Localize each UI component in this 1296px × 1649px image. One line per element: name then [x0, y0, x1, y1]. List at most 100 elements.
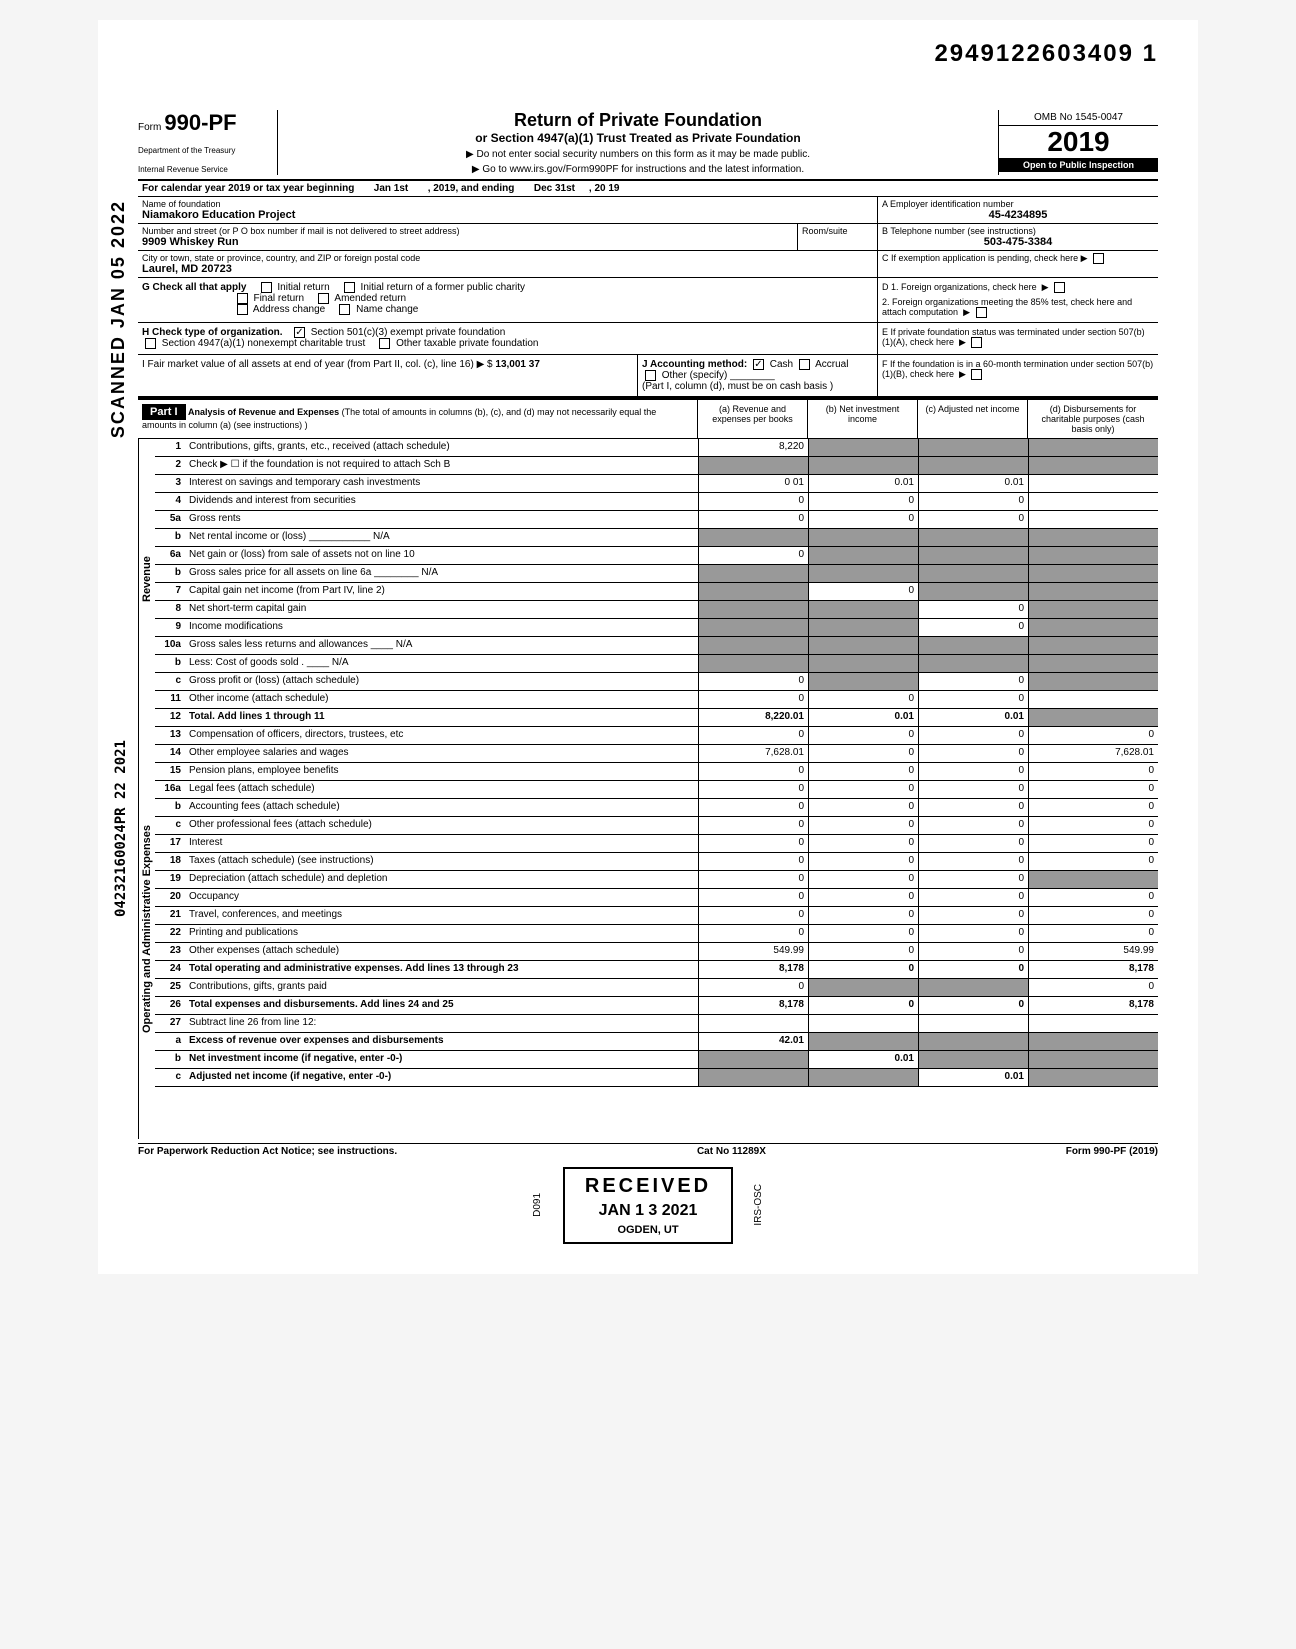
d2-checkbox[interactable]	[976, 307, 987, 318]
street-address: 9909 Whiskey Run	[142, 236, 793, 248]
name-change-checkbox[interactable]	[339, 304, 350, 315]
addr-change-checkbox[interactable]	[237, 304, 248, 315]
cell-c: 0	[918, 619, 1028, 636]
cell-b	[808, 457, 918, 474]
cell-a: 0	[698, 547, 808, 564]
cell-c	[918, 637, 1028, 654]
cell-c	[918, 979, 1028, 996]
amended-return: Amended return	[334, 293, 406, 304]
line-description: Net gain or (loss) from sale of assets n…	[185, 547, 698, 564]
cell-c: 0	[918, 817, 1028, 834]
cell-d: 0	[1028, 853, 1158, 870]
e-checkbox[interactable]	[971, 337, 982, 348]
cell-b	[808, 547, 918, 564]
line-description: Depreciation (attach schedule) and deple…	[185, 871, 698, 888]
cell-b: 0	[808, 943, 918, 960]
cell-a: 7,628.01	[698, 745, 808, 762]
cell-c: 0	[918, 961, 1028, 978]
main-title: Return of Private Foundation	[288, 110, 988, 131]
c-label: C If exemption application is pending, c…	[882, 253, 1088, 263]
line-number: 3	[155, 475, 185, 492]
form-number: 990-PF	[164, 110, 236, 135]
line-description: Other expenses (attach schedule)	[185, 943, 698, 960]
cell-c: 0	[918, 493, 1028, 510]
table-row: bNet investment income (if negative, ent…	[155, 1051, 1158, 1069]
cell-c	[918, 565, 1028, 582]
line-number: 1	[155, 439, 185, 456]
line-description: Adjusted net income (if negative, enter …	[185, 1069, 698, 1086]
cell-d: 0	[1028, 925, 1158, 942]
other-method-checkbox[interactable]	[645, 370, 656, 381]
accrual-checkbox[interactable]	[799, 359, 810, 370]
line-description: Other income (attach schedule)	[185, 691, 698, 708]
final-return-checkbox[interactable]	[237, 293, 248, 304]
line-description: Gross sales price for all assets on line…	[185, 565, 698, 582]
cell-a: 0	[698, 925, 808, 942]
line-number: 21	[155, 907, 185, 924]
former-charity-checkbox[interactable]	[344, 282, 355, 293]
cell-c: 0.01	[918, 1069, 1028, 1086]
line-number: 15	[155, 763, 185, 780]
table-row: 27Subtract line 26 from line 12:	[155, 1015, 1158, 1033]
line-description: Net short-term capital gain	[185, 601, 698, 618]
table-row: 6aNet gain or (loss) from sale of assets…	[155, 547, 1158, 565]
line-description: Capital gain net income (from Part IV, l…	[185, 583, 698, 600]
cell-b	[808, 1069, 918, 1086]
cell-d	[1028, 709, 1158, 726]
cell-a: 0	[698, 871, 808, 888]
f-label: F If the foundation is in a 60-month ter…	[882, 359, 1153, 379]
form-prefix: Form	[138, 122, 161, 133]
cell-a: 0	[698, 781, 808, 798]
cell-d: 0	[1028, 763, 1158, 780]
line-number: 18	[155, 853, 185, 870]
cell-d	[1028, 1051, 1158, 1068]
cell-a	[698, 529, 808, 546]
footer-left: For Paperwork Reduction Act Notice; see …	[138, 1146, 397, 1157]
f-checkbox[interactable]	[971, 369, 982, 380]
line-number: 23	[155, 943, 185, 960]
h-4947-checkbox[interactable]	[145, 338, 156, 349]
cell-c	[918, 1015, 1028, 1032]
cell-a	[698, 583, 808, 600]
c-checkbox[interactable]	[1093, 253, 1104, 264]
subtitle: or Section 4947(a)(1) Trust Treated as P…	[288, 131, 988, 145]
cell-b: 0	[808, 763, 918, 780]
cell-b	[808, 1015, 918, 1032]
cell-b: 0	[808, 997, 918, 1014]
cell-a: 0	[698, 889, 808, 906]
col-c-header: (c) Adjusted net income	[918, 400, 1028, 438]
line-number: 24	[155, 961, 185, 978]
cell-b: 0	[808, 511, 918, 528]
cell-c: 0	[918, 673, 1028, 690]
cal-end-year: , 20 19	[589, 183, 620, 194]
cell-a: 549.99	[698, 943, 808, 960]
open-inspection: Open to Public Inspection	[999, 158, 1158, 172]
line-number: 7	[155, 583, 185, 600]
received-loc: OGDEN, UT	[585, 1224, 711, 1236]
cell-b	[808, 637, 918, 654]
cell-a: 0	[698, 835, 808, 852]
line-description: Pension plans, employee benefits	[185, 763, 698, 780]
cell-b	[808, 601, 918, 618]
line-description: Check ▶ ☐ if the foundation is not requi…	[185, 457, 698, 474]
cell-d	[1028, 601, 1158, 618]
d1-checkbox[interactable]	[1054, 282, 1065, 293]
h-other-checkbox[interactable]	[379, 338, 390, 349]
cell-d	[1028, 457, 1158, 474]
table-row: 24Total operating and administrative exp…	[155, 961, 1158, 979]
cell-d: 549.99	[1028, 943, 1158, 960]
cell-c: 0	[918, 601, 1028, 618]
h-501c3-checkbox[interactable]: ✓	[294, 327, 305, 338]
cell-a: 8,178	[698, 997, 808, 1014]
cell-d: 0	[1028, 907, 1158, 924]
foundation-name: Niamakoro Education Project	[142, 209, 873, 221]
col-b-header: (b) Net investment income	[808, 400, 918, 438]
part1-label: Part I	[142, 404, 186, 420]
cell-d	[1028, 691, 1158, 708]
cash-checkbox[interactable]: ✓	[753, 359, 764, 370]
accrual-label: Accrual	[815, 359, 848, 370]
initial-return-checkbox[interactable]	[261, 282, 272, 293]
cell-a: 8,220	[698, 439, 808, 456]
line-description: Gross profit or (loss) (attach schedule)	[185, 673, 698, 690]
amended-return-checkbox[interactable]	[318, 293, 329, 304]
